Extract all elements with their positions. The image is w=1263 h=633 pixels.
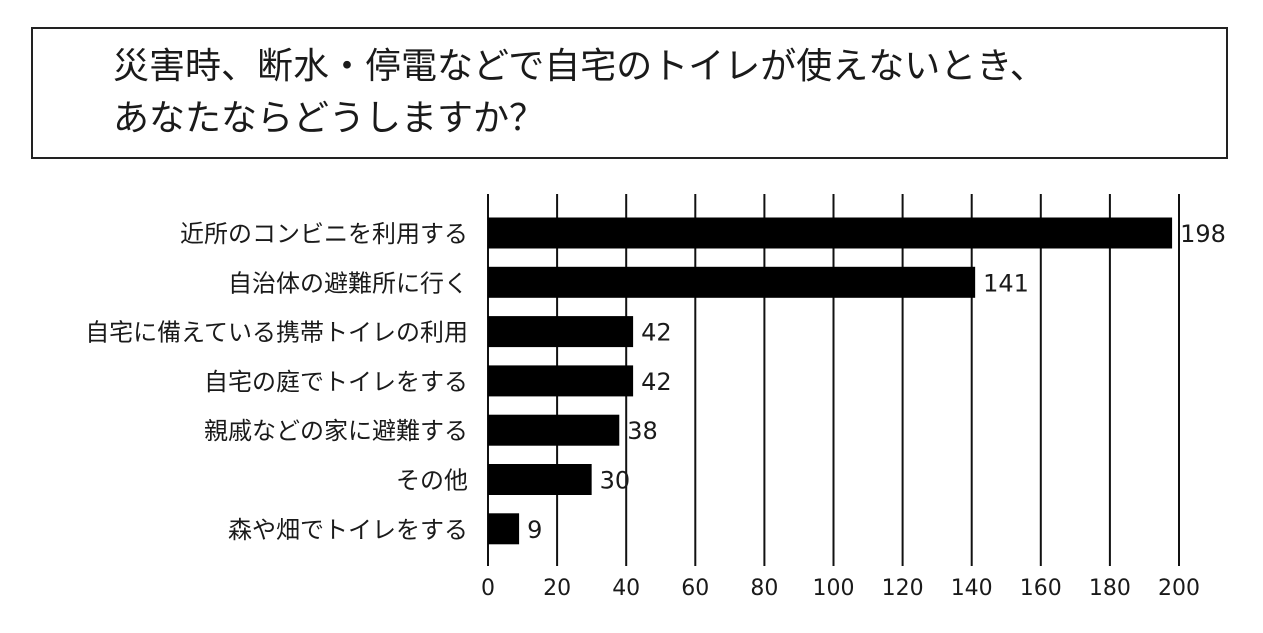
category-label: 自治体の避難所に行く xyxy=(228,269,468,297)
chart-title-box: 災害時、断水・停電などで自宅のトイレが使えないとき、 あなたならどうしますか？ xyxy=(31,27,1228,159)
x-tick-label: 60 xyxy=(681,576,709,601)
data-label: 9 xyxy=(527,516,542,544)
x-tick-label: 180 xyxy=(1089,576,1131,601)
bar-layer xyxy=(488,217,1173,545)
bar-7 xyxy=(488,513,520,545)
x-tick-label: 0 xyxy=(481,576,495,601)
x-tick-label: 120 xyxy=(882,576,924,601)
category-label: 親戚などの家に避難する xyxy=(204,417,468,445)
category-label: 森や畑でトイレをする xyxy=(228,516,468,544)
x-tick-label: 20 xyxy=(543,576,571,601)
bar-4 xyxy=(488,365,634,397)
x-tick-label: 40 xyxy=(612,576,640,601)
tick-layer: 0 20 40 60 80 100 120 140 160 180 200 xyxy=(481,576,1200,601)
x-tick-label: 140 xyxy=(951,576,993,601)
x-tick-label: 80 xyxy=(750,576,778,601)
data-label: 38 xyxy=(627,417,658,445)
x-tick-label: 200 xyxy=(1158,576,1200,601)
data-label: 42 xyxy=(641,368,672,396)
grid-layer xyxy=(487,194,1180,566)
chart-title-line-1: 災害時、断水・停電などで自宅のトイレが使えないとき、 xyxy=(113,46,1046,87)
bar-1 xyxy=(488,217,1173,249)
category-label: その他 xyxy=(396,467,468,495)
x-tick-label: 160 xyxy=(1020,576,1062,601)
category-label: 近所のコンビニを利用する xyxy=(180,220,468,248)
data-label: 198 xyxy=(1180,220,1226,248)
bar-2 xyxy=(488,266,976,298)
category-label: 自宅に備えている携帯トイレの利用 xyxy=(85,319,468,347)
data-label: 30 xyxy=(600,467,631,495)
bar-6 xyxy=(488,464,592,495)
bar-3 xyxy=(488,316,634,348)
chart-title-line-2: あなたならどうしますか？ xyxy=(113,98,546,139)
bar-5 xyxy=(488,414,620,446)
label-layer: 近所のコンビニを利用する 198 自治体の避難所に行く 141 自宅に備えている携帯トイ… xyxy=(85,220,1226,544)
x-tick-label: 100 xyxy=(813,576,855,601)
category-label: 自宅の庭でトイレをする xyxy=(204,368,468,396)
data-label: 141 xyxy=(983,269,1029,297)
data-label: 42 xyxy=(641,319,672,347)
